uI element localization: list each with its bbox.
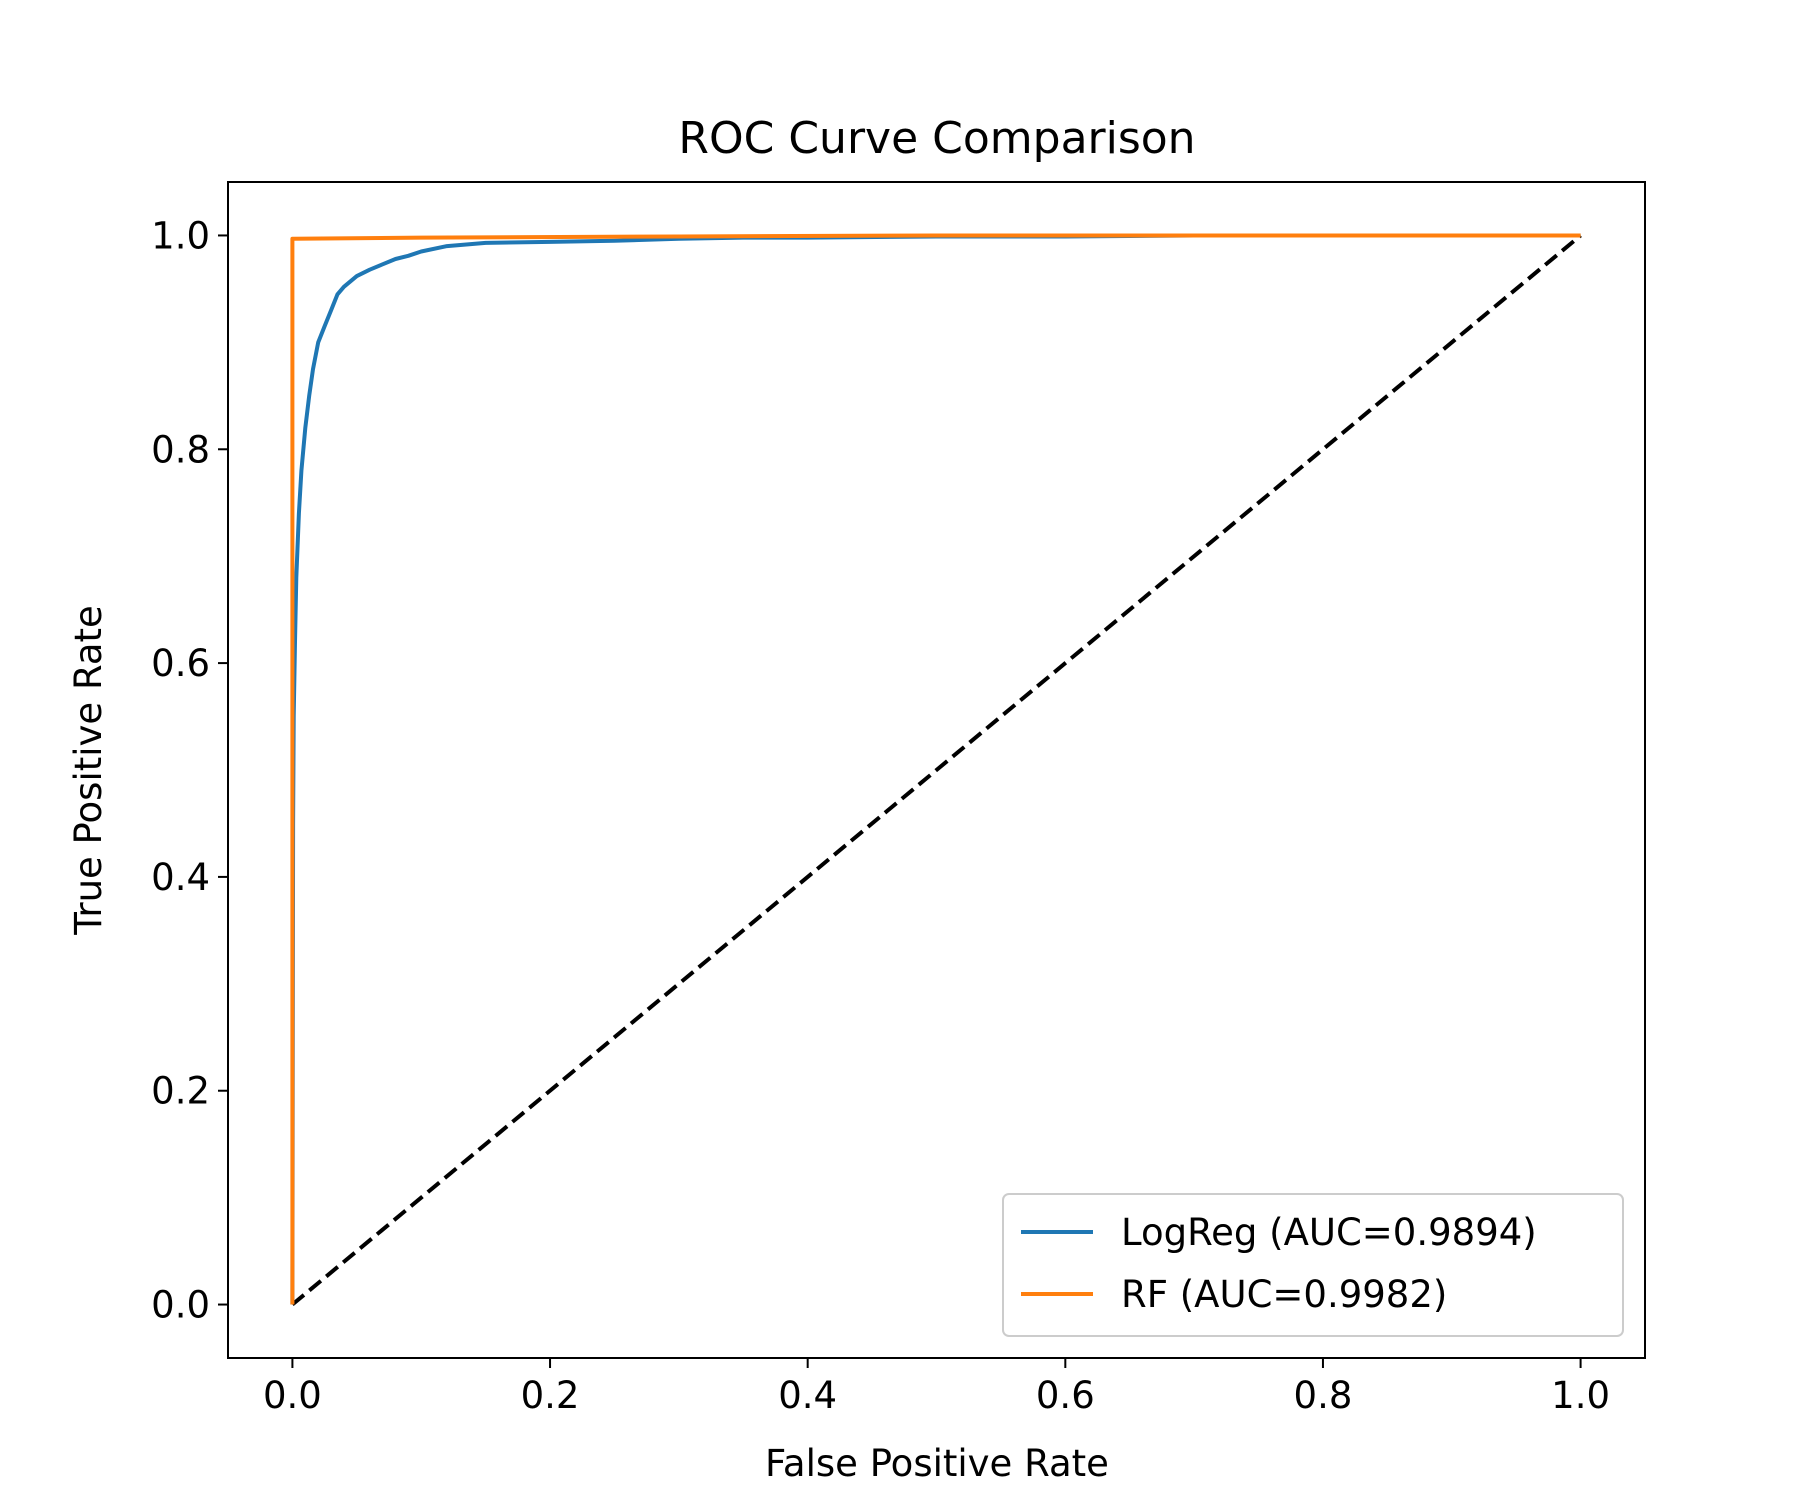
y-tick-label: 0.0	[151, 1284, 210, 1327]
x-tick-label: 1.0	[1551, 1374, 1610, 1417]
x-tick-label: 0.4	[778, 1374, 837, 1417]
x-axis-label: False Positive Rate	[765, 1442, 1109, 1485]
y-tick-label: 0.6	[151, 642, 210, 685]
legend-box	[1002, 1193, 1624, 1337]
chance-diagonal-line	[291, 233, 1582, 1307]
y-axis-label: True Positive Rate	[67, 605, 110, 936]
y-tick-label: 0.2	[151, 1070, 210, 1113]
axes-frame	[227, 181, 1646, 1359]
x-tick-label: 0.2	[521, 1374, 580, 1417]
y-axis: 0.0 0.2 0.4 0.6 0.8 1.0	[151, 214, 228, 1327]
legend-label: RF (AUC=0.9982)	[1121, 1273, 1447, 1316]
y-tick-label: 1.0	[151, 214, 210, 257]
series-line-1	[290, 233, 1581, 1305]
legend-label: LogReg (AUC=0.9894)	[1121, 1211, 1537, 1254]
x-axis: 0.0 0.2 0.4 0.6 0.8 1.0	[263, 1358, 1610, 1417]
y-tick-label: 0.8	[151, 428, 210, 471]
chart-title: ROC Curve Comparison	[678, 113, 1195, 164]
x-tick-label: 0.6	[1036, 1374, 1095, 1417]
x-tick-label: 0.8	[1294, 1374, 1353, 1417]
plot-area	[290, 233, 1582, 1307]
x-tick-label: 0.0	[263, 1374, 322, 1417]
y-tick-label: 0.4	[151, 856, 210, 899]
legend: LogReg (AUC=0.9894) RF (AUC=0.9982)	[1002, 1193, 1624, 1337]
